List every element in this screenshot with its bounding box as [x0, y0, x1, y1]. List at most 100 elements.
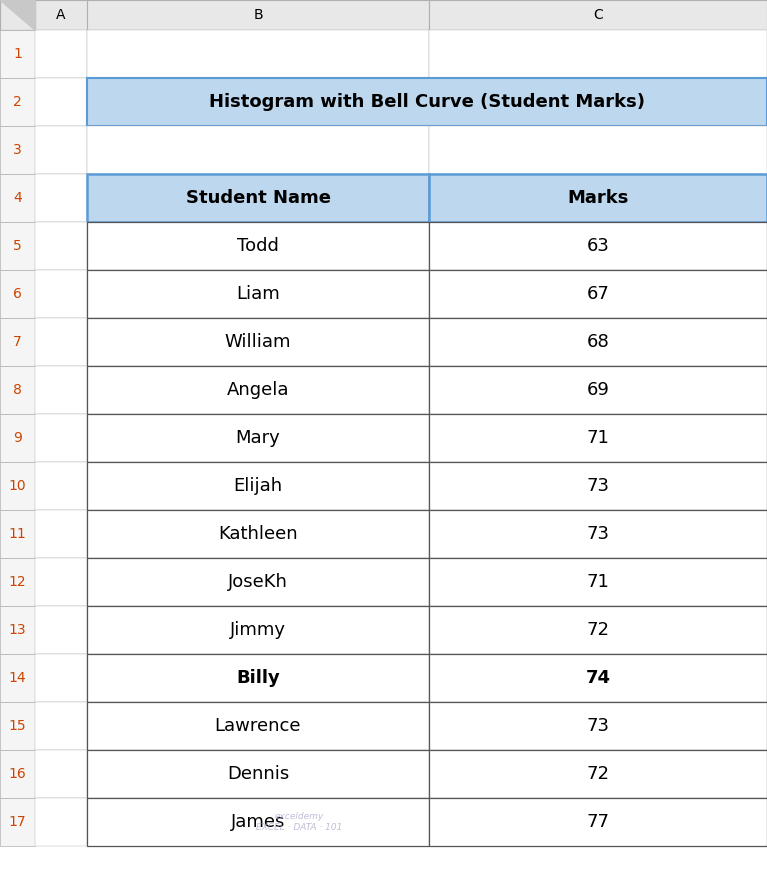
Text: 9: 9 [13, 431, 22, 445]
Bar [0, 318, 35, 366]
Text: Todd: Todd [237, 237, 279, 255]
Bar [35, 318, 87, 366]
Text: 68: 68 [587, 333, 609, 351]
Bar [0, 270, 35, 318]
Bar [35, 510, 87, 558]
Bar [35, 606, 87, 654]
Text: 77: 77 [587, 813, 610, 831]
Bar [87, 654, 429, 702]
Text: Elijah: Elijah [233, 477, 282, 495]
Bar [87, 702, 429, 750]
Bar [35, 174, 87, 222]
Text: 67: 67 [587, 285, 610, 303]
Text: Histogram with Bell Curve (Student Marks): Histogram with Bell Curve (Student Marks… [209, 93, 645, 111]
Text: 72: 72 [587, 765, 610, 783]
Bar [0, 798, 35, 846]
Bar [429, 702, 767, 750]
Text: 10: 10 [8, 479, 26, 493]
Bar [35, 798, 87, 846]
Text: 12: 12 [8, 575, 26, 589]
Text: Student Name: Student Name [186, 189, 331, 207]
Bar [87, 174, 429, 222]
Text: 11: 11 [8, 527, 26, 541]
Bar [35, 270, 87, 318]
Text: Lawrence: Lawrence [215, 717, 301, 735]
Text: 17: 17 [8, 815, 26, 829]
Bar [0, 366, 35, 414]
Bar [429, 366, 767, 414]
Text: Mary: Mary [235, 429, 281, 447]
Bar [87, 78, 767, 126]
Bar [429, 270, 767, 318]
Text: 2: 2 [13, 95, 22, 109]
Bar [429, 174, 767, 222]
Bar [0, 0, 35, 30]
Bar [429, 126, 767, 174]
Bar [87, 126, 429, 174]
Bar [87, 414, 429, 462]
Text: 71: 71 [587, 429, 610, 447]
Text: 71: 71 [587, 573, 610, 591]
Bar [35, 462, 87, 510]
Bar [35, 222, 87, 270]
Bar [35, 702, 87, 750]
Text: 15: 15 [8, 719, 26, 733]
Text: B: B [253, 8, 263, 22]
Bar [35, 0, 87, 30]
Bar [429, 30, 767, 78]
Bar [0, 0, 35, 30]
Bar [0, 222, 35, 270]
Bar [87, 366, 429, 414]
Bar [87, 222, 429, 270]
Bar [429, 462, 767, 510]
Bar [35, 366, 87, 414]
Text: 14: 14 [8, 671, 26, 685]
Text: William: William [225, 333, 291, 351]
Text: 4: 4 [13, 191, 22, 205]
Bar [35, 78, 87, 126]
Bar [429, 798, 767, 846]
Bar [429, 222, 767, 270]
Bar [0, 30, 35, 78]
Bar [87, 0, 429, 30]
Bar [0, 750, 35, 798]
Bar [429, 0, 767, 30]
Bar [0, 702, 35, 750]
Polygon shape [0, 0, 35, 30]
Bar [87, 606, 429, 654]
Bar [35, 30, 87, 78]
Bar [35, 558, 87, 606]
Bar [429, 318, 767, 366]
Text: 3: 3 [13, 143, 22, 157]
Bar [429, 558, 767, 606]
Text: A: A [56, 8, 66, 22]
Text: Billy: Billy [236, 669, 280, 687]
Text: 1: 1 [13, 47, 22, 61]
Text: Liam: Liam [236, 285, 280, 303]
Bar [35, 750, 87, 798]
Bar [87, 750, 429, 798]
Bar [429, 510, 767, 558]
Text: James: James [231, 813, 285, 831]
Bar [0, 558, 35, 606]
Text: 8: 8 [13, 383, 22, 397]
Bar [429, 606, 767, 654]
Bar [429, 750, 767, 798]
Text: 73: 73 [587, 477, 610, 495]
Text: 6: 6 [13, 287, 22, 301]
Text: Jimmy: Jimmy [230, 621, 286, 639]
Bar [429, 414, 767, 462]
Text: 74: 74 [585, 669, 611, 687]
Text: C: C [593, 8, 603, 22]
Text: exceldemy
EXCEL · DATA · 101: exceldemy EXCEL · DATA · 101 [256, 812, 342, 832]
Text: 73: 73 [587, 717, 610, 735]
Text: 7: 7 [13, 335, 22, 349]
Text: Angela: Angela [227, 381, 289, 399]
Text: 5: 5 [13, 239, 22, 253]
Bar [87, 462, 429, 510]
Bar [35, 126, 87, 174]
Bar [0, 126, 35, 174]
Bar [0, 174, 35, 222]
Text: Marks: Marks [568, 189, 629, 207]
Bar [0, 414, 35, 462]
